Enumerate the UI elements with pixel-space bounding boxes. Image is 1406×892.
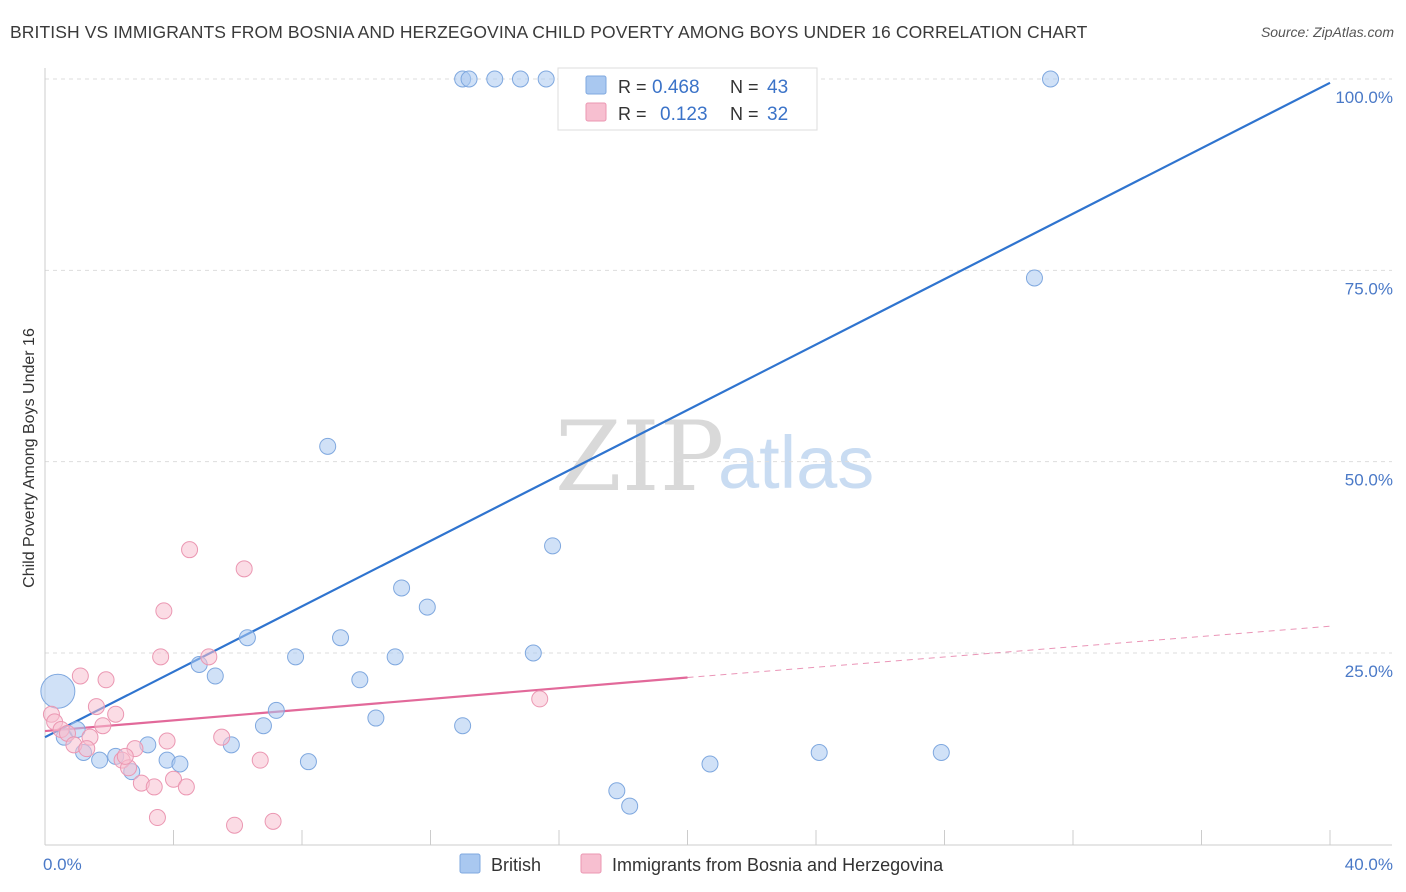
watermark-atlas-text: atlas: [718, 421, 874, 504]
point-bosnia: [531, 690, 549, 708]
point-british: [486, 70, 504, 88]
point-british: [267, 701, 285, 719]
point-british: [287, 648, 305, 666]
point-british: [621, 797, 639, 815]
point-british: [367, 709, 385, 727]
y-axis-label: Child Poverty Among Boys Under 16: [21, 328, 38, 588]
point-british: [608, 782, 626, 800]
point-british: [206, 667, 224, 685]
point-bosnia: [87, 698, 105, 716]
point-bosnia: [107, 705, 125, 723]
point-british: [299, 753, 317, 771]
x-tick-label: 40.0%: [1345, 855, 1393, 874]
series-legend: British Immigrants from Bosnia and Herze…: [459, 853, 944, 875]
point-bosnia: [94, 717, 112, 735]
correlation-legend: R = 0.468 N = 43 R = 0.123 N = 32: [557, 67, 818, 131]
point-british: [171, 755, 189, 773]
legend-swatch-bosnia: [585, 102, 607, 122]
point-british: [537, 70, 555, 88]
source-credit: Source: ZipAtlas.com: [1260, 24, 1394, 40]
point-bosnia: [213, 728, 231, 746]
trend-lines: [44, 81, 1331, 739]
legend-n-value-british: 43: [767, 77, 788, 98]
x-tick-label: 0.0%: [43, 855, 82, 874]
point-british: [524, 644, 542, 662]
point-bosnia: [158, 732, 176, 750]
point-british: [386, 648, 404, 666]
point-bosnia: [251, 751, 269, 769]
trend-line-british: [44, 81, 1331, 739]
point-british: [351, 671, 369, 689]
point-bosnia: [165, 770, 182, 788]
point-british: [254, 717, 272, 735]
point-british: [810, 743, 828, 761]
y-tick-label: 25.0%: [1345, 662, 1393, 681]
legend-n-value-bosnia: 32: [767, 104, 788, 125]
x-tick-labels: 0.0% 40.0%: [43, 855, 1393, 874]
point-bosnia: [235, 560, 253, 578]
bottom-legend-label-british: British: [491, 855, 541, 875]
point-british: [1042, 70, 1060, 88]
point-bosnia: [264, 812, 282, 830]
trend-line-extension-bosnia: [687, 625, 1331, 678]
point-british: [454, 717, 472, 735]
point-bosnia: [177, 778, 195, 796]
point-british: [332, 629, 350, 647]
y-tick-label: 100.0%: [1335, 88, 1393, 107]
point-bosnia: [145, 778, 163, 796]
y-tick-label: 75.0%: [1345, 279, 1393, 298]
point-bosnia: [97, 671, 115, 689]
point-british: [460, 70, 478, 88]
bottom-legend-swatch-bosnia: [580, 853, 602, 874]
point-bosnia: [116, 747, 134, 765]
point-british: [91, 751, 109, 769]
gridlines: [45, 78, 1392, 654]
point-bosnia: [71, 667, 89, 685]
point-british: [511, 70, 529, 88]
legend-r-label-bosnia: R =: [618, 104, 647, 124]
point-british: [932, 743, 950, 761]
y-tick-labels: 25.0% 50.0% 75.0% 100.0%: [1335, 88, 1393, 681]
legend-r-value-bosnia: 0.123: [660, 104, 708, 125]
y-tick-label: 50.0%: [1345, 471, 1393, 490]
point-british: [418, 598, 436, 616]
point-british: [238, 629, 256, 647]
point-bosnia: [148, 809, 166, 827]
point-british: [701, 755, 719, 773]
point-bosnia: [152, 648, 170, 666]
point-bosnia: [78, 740, 96, 758]
legend-r-value-british: 0.468: [652, 77, 700, 98]
point-british: [393, 579, 411, 597]
point-bosnia: [155, 602, 173, 620]
watermark-zip-text: ZIP: [555, 401, 724, 513]
data-points: [40, 70, 1060, 834]
bottom-legend-label-bosnia: Immigrants from Bosnia and Herzegovina: [612, 855, 944, 875]
legend-n-label-british: N =: [730, 77, 759, 97]
point-british: [544, 537, 562, 555]
point-british: [1025, 269, 1043, 287]
point-bosnia: [226, 816, 244, 834]
point-bosnia: [181, 541, 199, 559]
trend-line-bosnia: [44, 676, 688, 733]
point-bosnia: [200, 648, 218, 666]
point-british: [319, 437, 337, 455]
chart-title: BRITISH VS IMMIGRANTS FROM BOSNIA AND HE…: [10, 22, 1088, 42]
watermark: ZIP atlas: [555, 401, 874, 513]
bottom-legend-swatch-british: [459, 853, 481, 874]
point-british: [40, 673, 76, 709]
legend-n-label-bosnia: N =: [730, 104, 759, 124]
legend-swatch-british: [585, 75, 607, 95]
legend-r-label-british: R =: [618, 77, 647, 97]
